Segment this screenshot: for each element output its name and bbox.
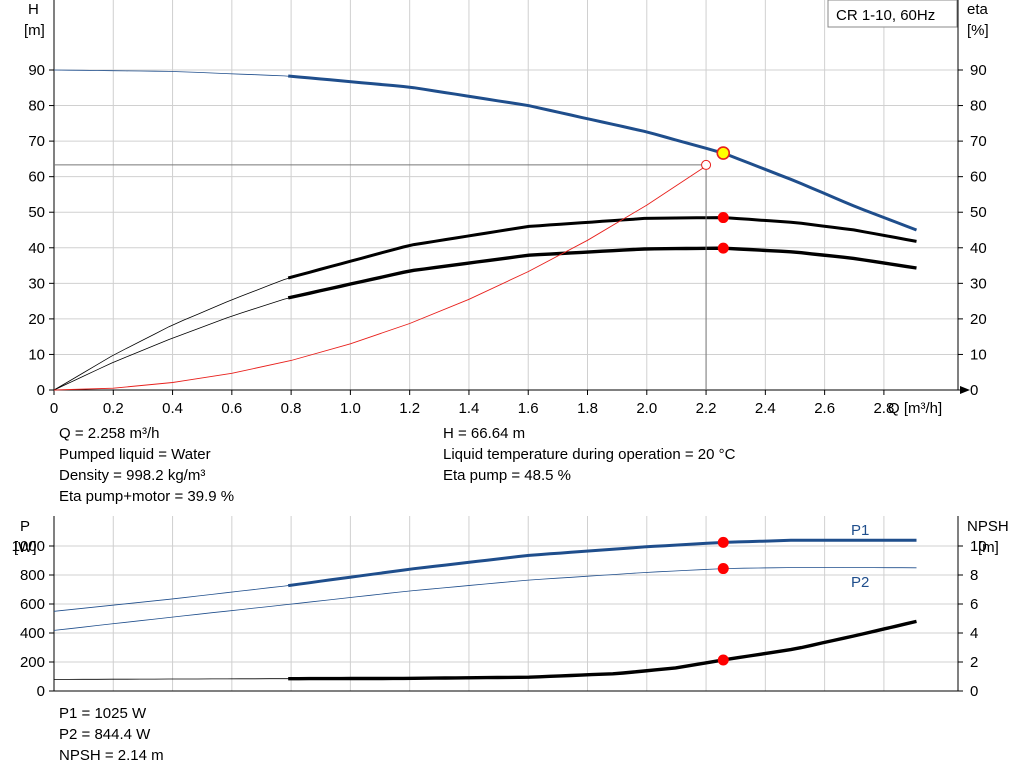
tick-label-x: 0.6: [221, 400, 242, 417]
duty-point-p1: [717, 536, 729, 548]
eta_pump-curve-thin: [53, 217, 917, 391]
tick-label-right: 70: [970, 133, 987, 150]
tick-label-right: 8: [970, 567, 978, 584]
tick-label-left: 0: [37, 683, 45, 700]
tick-label-right: 10: [970, 346, 987, 363]
y-axis-unit-left: [W]: [14, 539, 37, 556]
tick-label-right: 4: [970, 625, 978, 642]
tick-label-left: 60: [28, 169, 45, 186]
info-temperature: Liquid temperature during operation = 20…: [443, 446, 736, 463]
y-axis-unit-left: [m]: [24, 22, 45, 39]
duty-info-left: Q = 2.258 m³/h Pumped liquid = Water Den…: [59, 423, 234, 507]
tick-label-left: 1000: [12, 538, 45, 555]
tick-label-left: 70: [28, 133, 45, 150]
requested-point-marker: [701, 159, 712, 170]
H-curve-thin: [53, 69, 917, 231]
NPSH-curve: [288, 619, 917, 681]
series-label-p2: P2: [851, 574, 869, 591]
duty-point-eta-pump-motor: [717, 242, 729, 254]
P1-curve-thin: [53, 539, 917, 612]
tick-label-left: 20: [28, 311, 45, 328]
y-axis-unit-right: [%]: [967, 22, 989, 39]
info-density: Density = 998.2 kg/m³: [59, 467, 206, 484]
duty-point-p2: [717, 563, 729, 575]
tick-label-left: 600: [20, 596, 45, 613]
duty-info-right: H = 66.64 m Liquid temperature during op…: [443, 423, 735, 486]
info-eta-pump: Eta pump = 48.5 %: [443, 467, 571, 484]
tick-label-x: 0.8: [281, 400, 302, 417]
tick-label-right: 50: [970, 204, 987, 221]
info-p1: P1 = 1025 W: [59, 705, 147, 722]
tick-label-left: 800: [20, 567, 45, 584]
tick-label-left: 90: [28, 62, 45, 79]
tick-label-x: 1.2: [399, 400, 420, 417]
y-axis-title-right: eta: [967, 1, 989, 18]
tick-label-x: 2.4: [755, 400, 776, 417]
tick-label-left: 0: [37, 382, 45, 399]
duty-point-npsh: [717, 654, 729, 666]
system-curve: [53, 165, 707, 391]
y-axis-unit-right: [m]: [978, 539, 999, 556]
tick-label-right: 10: [970, 538, 987, 555]
performance-chart: 0 10 20 30 40 50 60 70 80 90 0 10 20 30 40 50 60 70 80 90 0 0…: [24, 0, 989, 417]
tick-label-x: 0: [50, 400, 58, 417]
x-axis-title: Q [m³/h]: [888, 400, 942, 417]
tick-label-x: 1.0: [340, 400, 361, 417]
y-axis-title-right: NPSH: [967, 518, 1009, 535]
tick-label-right: 2: [970, 654, 978, 671]
tick-label-left: 40: [28, 240, 45, 257]
tick-label-right: 80: [970, 98, 987, 115]
tick-label-x: 2.0: [636, 400, 657, 417]
info-head: H = 66.64 m: [443, 425, 526, 442]
tick-label-left: 30: [28, 275, 45, 292]
tick-label-x: 2.6: [814, 400, 835, 417]
info-npsh: NPSH = 2.14 m: [59, 747, 164, 764]
y-axis-title-left: P: [20, 518, 30, 535]
tick-label-x: 1.8: [577, 400, 598, 417]
tick-label-left: 80: [28, 98, 45, 115]
tick-label-right: 0: [970, 382, 978, 399]
duty-point-head: [716, 146, 731, 160]
power-info: P1 = 1025 W P2 = 844.4 W NPSH = 2.14 m: [59, 703, 164, 766]
P2-curve-thin: [53, 567, 917, 631]
tick-label-x: 2.2: [696, 400, 717, 417]
eta_pump_motor-curve: [287, 246, 917, 300]
eta_pump-curve: [287, 216, 917, 280]
pump-label: CR 1-10, 60Hz: [836, 7, 935, 24]
tick-label-right: 30: [970, 275, 987, 292]
tick-label-right: 60: [970, 169, 987, 186]
tick-label-x: 1.6: [518, 400, 539, 417]
y-axis-title-left: H: [28, 1, 39, 18]
info-p2: P2 = 844.4 W: [59, 726, 151, 743]
info-flow: Q = 2.258 m³/h: [59, 425, 160, 442]
pump-label-box: CR 1-10, 60Hz: [827, 0, 958, 28]
tick-label-x: 0.2: [103, 400, 124, 417]
tick-label-right: 6: [970, 596, 978, 613]
tick-label-left: 50: [28, 204, 45, 221]
H-curve: [288, 74, 918, 232]
tick-label-left: 400: [20, 625, 45, 642]
info-eta-pump-motor: Eta pump+motor = 39.9 %: [59, 488, 235, 505]
tick-label-left: 200: [20, 654, 45, 671]
info-liquid: Pumped liquid = Water: [59, 446, 211, 463]
tick-label-right: 20: [970, 311, 987, 328]
tick-label-left: 10: [28, 346, 45, 363]
tick-label-x: 2.8: [873, 400, 894, 417]
tick-label-right: 0: [970, 683, 978, 700]
series-label-p1: P1: [851, 522, 869, 539]
P1-curve: [287, 538, 917, 588]
x-axis-arrow: [960, 386, 970, 394]
tick-label-right: 90: [970, 62, 987, 79]
tick-label-x: 1.4: [459, 400, 480, 417]
duty-point-eta-pump: [717, 212, 729, 224]
power-npsh-chart: 0 200 400 600 800 1000 0 2 4 6 8 10 P [W] NPSH [m] P1 P2: [12, 516, 1009, 700]
tick-label-right: 40: [970, 240, 987, 257]
tick-label-x: 0.4: [162, 400, 183, 417]
